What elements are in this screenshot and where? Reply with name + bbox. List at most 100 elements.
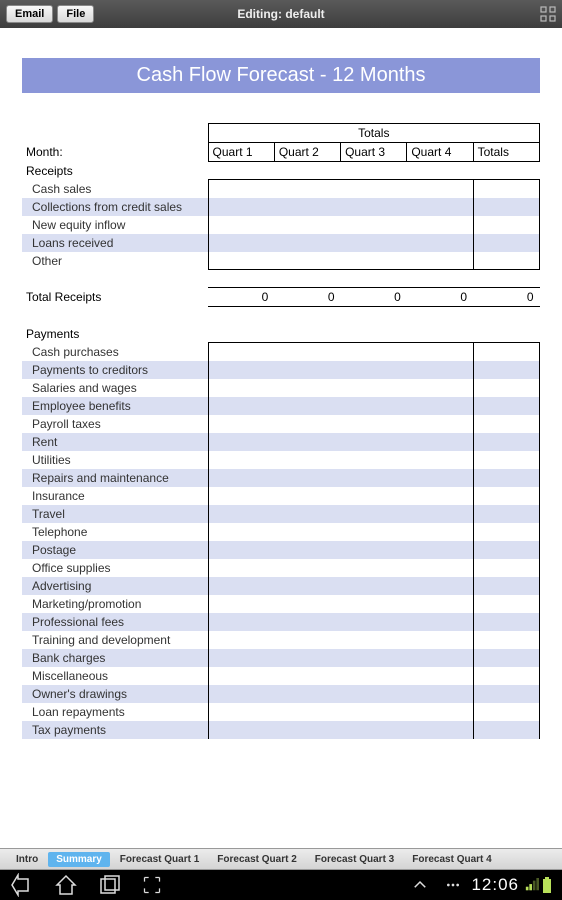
cell[interactable] [473,721,539,739]
cell[interactable] [407,703,473,721]
cell[interactable] [341,252,407,270]
menu-dots-icon[interactable] [445,877,461,893]
cell[interactable] [407,721,473,739]
cell[interactable] [208,721,274,739]
back-icon[interactable] [10,873,34,897]
cell[interactable] [274,703,340,721]
cell[interactable] [274,577,340,595]
cell[interactable] [274,216,340,234]
cell[interactable] [407,559,473,577]
cell[interactable] [274,198,340,216]
cell[interactable] [341,343,407,361]
cell[interactable] [208,595,274,613]
cell[interactable] [274,397,340,415]
cell[interactable] [208,361,274,379]
cell[interactable] [407,523,473,541]
cell[interactable] [208,541,274,559]
cell[interactable] [407,451,473,469]
cell[interactable] [274,361,340,379]
tab-summary[interactable]: Summary [48,852,110,867]
cell[interactable] [341,415,407,433]
cell[interactable] [407,685,473,703]
cell[interactable] [341,433,407,451]
cell[interactable] [341,469,407,487]
cell[interactable] [473,649,539,667]
cell[interactable] [473,559,539,577]
cell[interactable] [208,469,274,487]
cell[interactable] [274,667,340,685]
recent-icon[interactable] [98,873,122,897]
cell[interactable] [341,703,407,721]
cell[interactable] [341,451,407,469]
cell[interactable] [341,180,407,198]
cell[interactable] [208,451,274,469]
cell[interactable] [473,216,539,234]
cell[interactable] [407,180,473,198]
cell[interactable] [473,577,539,595]
cell[interactable] [208,397,274,415]
cell[interactable] [274,234,340,252]
cell[interactable] [208,649,274,667]
cell[interactable] [208,216,274,234]
cell[interactable] [341,216,407,234]
cell[interactable] [274,649,340,667]
cell[interactable] [473,451,539,469]
cell[interactable] [473,343,539,361]
cell[interactable] [208,577,274,595]
cell[interactable] [407,667,473,685]
cell[interactable] [341,631,407,649]
cell[interactable] [341,397,407,415]
cell[interactable] [341,198,407,216]
cell[interactable] [341,379,407,397]
tab-forecast-quart-2[interactable]: Forecast Quart 2 [209,852,304,867]
cell[interactable] [473,234,539,252]
cell[interactable] [473,180,539,198]
cell[interactable] [208,343,274,361]
cell[interactable] [407,541,473,559]
cell[interactable] [473,397,539,415]
cell[interactable] [341,613,407,631]
cell[interactable] [407,433,473,451]
cell[interactable] [407,613,473,631]
cell[interactable] [341,577,407,595]
cell[interactable] [473,613,539,631]
cell[interactable] [473,541,539,559]
cell[interactable] [274,523,340,541]
cell[interactable] [407,595,473,613]
cell[interactable] [473,198,539,216]
fullscreen-icon[interactable] [540,6,556,22]
cell[interactable] [274,451,340,469]
cell[interactable] [208,613,274,631]
cell[interactable] [407,252,473,270]
cell[interactable] [274,415,340,433]
cell[interactable] [341,487,407,505]
cell[interactable] [473,469,539,487]
cell[interactable] [407,649,473,667]
cell[interactable] [208,523,274,541]
cell[interactable] [208,180,274,198]
cell[interactable] [208,198,274,216]
cell[interactable] [473,703,539,721]
cell[interactable] [407,577,473,595]
home-icon[interactable] [54,873,78,897]
cell[interactable] [407,415,473,433]
cell[interactable] [341,685,407,703]
cell[interactable] [473,685,539,703]
cell[interactable] [208,379,274,397]
cell[interactable] [274,505,340,523]
screenshot-icon[interactable] [142,875,162,895]
cell[interactable] [208,252,274,270]
cell[interactable] [274,252,340,270]
cell[interactable] [407,397,473,415]
cell[interactable] [208,685,274,703]
cell[interactable] [473,595,539,613]
cell[interactable] [407,198,473,216]
file-button[interactable]: File [57,5,94,23]
cell[interactable] [473,361,539,379]
cell[interactable] [407,631,473,649]
cell[interactable] [473,631,539,649]
chevron-up-icon[interactable] [411,876,429,894]
cell[interactable] [473,379,539,397]
cell[interactable] [473,505,539,523]
cell[interactable] [407,505,473,523]
